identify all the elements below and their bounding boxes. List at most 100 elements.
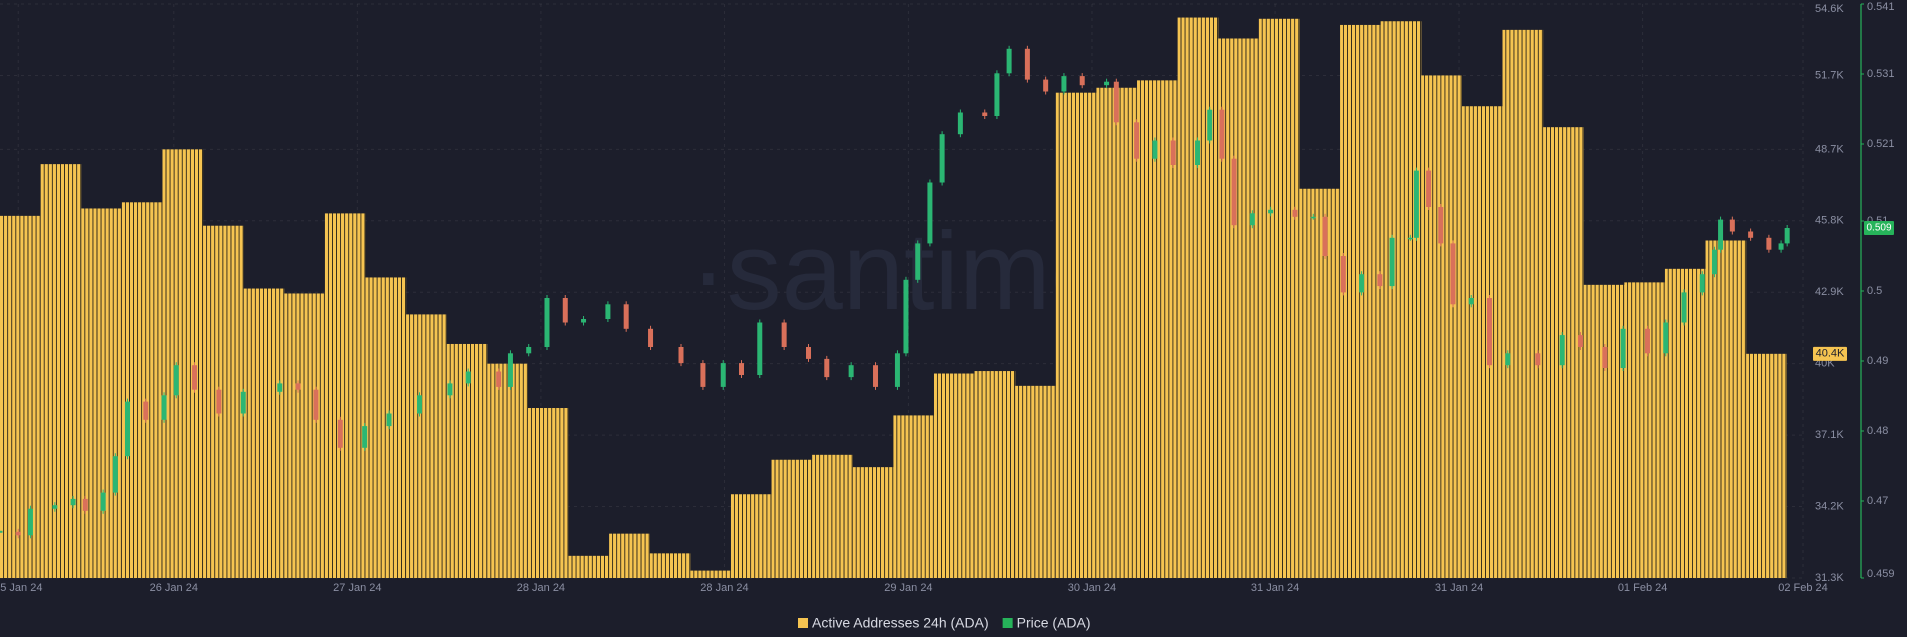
candle (1602, 347, 1608, 368)
candle (240, 391, 246, 414)
value-tag-bg (1813, 346, 1847, 361)
bar (690, 570, 731, 578)
bar (812, 454, 853, 578)
candle (1340, 256, 1346, 293)
candle (1426, 170, 1432, 207)
candle (1620, 328, 1626, 368)
candle (1505, 353, 1511, 366)
y2-tick-label: 0.541 (1867, 1, 1895, 13)
candle (894, 353, 900, 387)
bar (203, 225, 244, 578)
candle (1699, 274, 1705, 293)
x-tick-label: 28 Jan 24 (517, 582, 565, 594)
x-tick-label: 26 Jan 24 (150, 582, 198, 594)
candle (1784, 228, 1790, 244)
bar (1055, 92, 1097, 578)
candle (1413, 170, 1419, 238)
candle (1748, 231, 1754, 238)
bar (1461, 106, 1503, 578)
x-tick-label: 27 Jan 24 (333, 582, 381, 594)
value-tag: 40.4K (1816, 348, 1845, 360)
candle (70, 498, 76, 506)
candle (496, 371, 502, 387)
candle (678, 347, 684, 364)
bar (365, 277, 407, 578)
bar (893, 415, 934, 578)
candle (915, 243, 921, 280)
bar (1746, 353, 1787, 578)
bar (0, 215, 41, 578)
candle (313, 389, 319, 420)
candle (1559, 335, 1565, 366)
candle (161, 395, 167, 420)
candle (544, 298, 550, 347)
candle (605, 304, 611, 319)
x-tick-label: 01 Feb 24 (1618, 582, 1668, 594)
candle (27, 508, 33, 536)
candle (1766, 237, 1772, 250)
bar (1299, 188, 1341, 578)
candle (82, 498, 88, 511)
y-tick-label: 34.2K (1815, 500, 1844, 512)
candle (1644, 328, 1650, 354)
y-tick-label: 37.1K (1815, 429, 1844, 441)
bar (771, 459, 813, 578)
candle (700, 363, 706, 387)
x-tick-label: 25 Jan 24 (0, 582, 42, 594)
candle (15, 531, 21, 536)
candle (362, 426, 368, 448)
candle (1535, 353, 1541, 366)
y-tick-label: 45.8K (1815, 215, 1844, 227)
candle (526, 347, 532, 354)
candle (1377, 274, 1383, 287)
candle (1718, 219, 1724, 250)
legend-swatch (798, 618, 808, 628)
bar (933, 373, 975, 578)
candle (507, 353, 513, 387)
y-tick-label: 42.9K (1815, 286, 1844, 298)
bar (1340, 24, 1381, 578)
candle (781, 322, 787, 347)
bar (730, 494, 772, 578)
candle (757, 322, 763, 375)
candle (1231, 158, 1237, 226)
candle (1152, 140, 1158, 159)
bar (609, 533, 650, 578)
value-tag: 0.509 (1866, 223, 1891, 234)
x-tick-label: 31 Jan 24 (1435, 582, 1483, 594)
bar (40, 164, 82, 578)
bar (1380, 21, 1422, 579)
candle (562, 298, 568, 323)
candle (447, 383, 453, 396)
y-tick-label: 31.3K (1815, 572, 1844, 584)
candle (1577, 335, 1583, 347)
candle (1207, 109, 1213, 141)
candle (112, 456, 118, 493)
y2-tick-label: 0.521 (1867, 138, 1895, 150)
candle (903, 279, 909, 354)
candle (277, 383, 283, 392)
bar (852, 467, 894, 578)
bar (162, 149, 204, 578)
candle (0, 530, 3, 533)
bar (487, 363, 528, 578)
candle (1310, 216, 1316, 219)
bar (1177, 17, 1219, 578)
y2-tick-label: 0.459 (1867, 568, 1895, 580)
candle (1134, 122, 1140, 159)
candle (873, 365, 879, 387)
bar (974, 371, 1016, 578)
legend-label: Price (ADA) (1017, 615, 1091, 631)
x-tick-label: 29 Jan 24 (884, 582, 932, 594)
candle (806, 347, 812, 359)
x-tick-label: 31 Jan 24 (1251, 582, 1299, 594)
candle (1487, 298, 1493, 366)
candle (192, 365, 198, 390)
candle (52, 505, 58, 509)
candle (386, 413, 392, 427)
candle (1006, 48, 1012, 74)
bar (649, 553, 691, 578)
candle (216, 389, 222, 414)
candle (939, 134, 945, 183)
